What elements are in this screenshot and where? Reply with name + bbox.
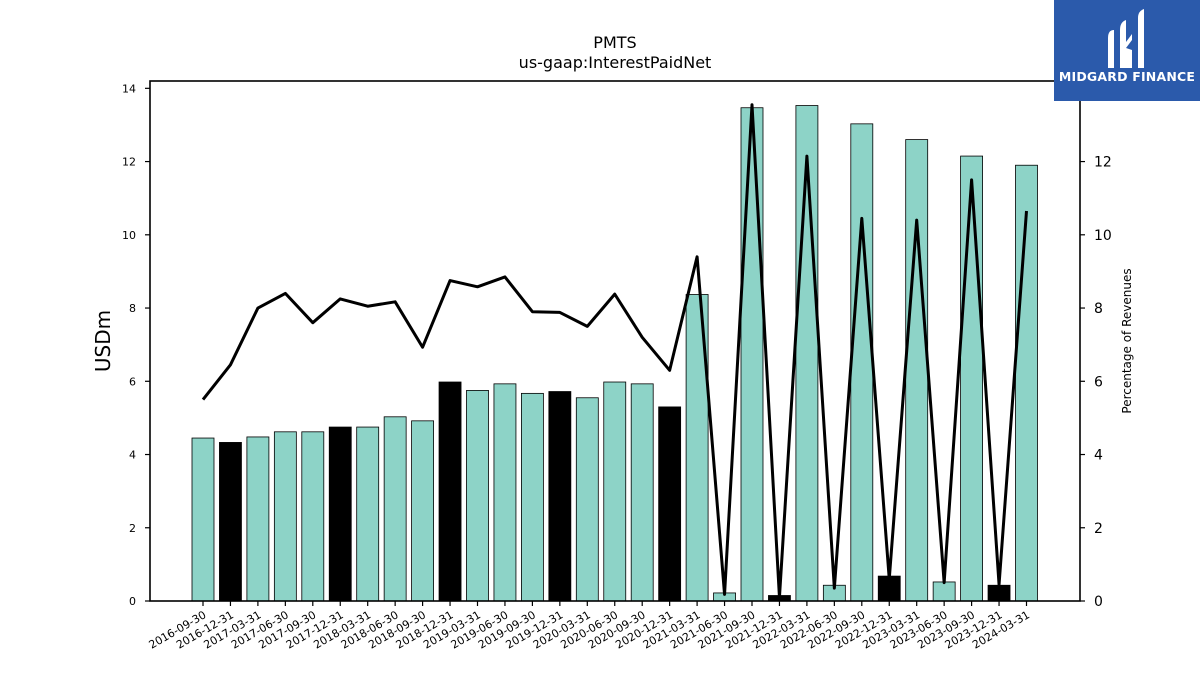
chart-subtitle: us-gaap:InterestPaidNet bbox=[519, 53, 712, 72]
y-tick-label: 8 bbox=[129, 302, 136, 315]
bar bbox=[987, 584, 1011, 602]
logo-text: MIDGARD FINANCE bbox=[1058, 69, 1196, 84]
logo: MIDGARD FINANCE bbox=[1054, 0, 1200, 101]
y2-tick-label: 10 bbox=[1094, 228, 1112, 244]
line-group bbox=[201, 103, 1028, 599]
bar bbox=[575, 397, 599, 602]
bar bbox=[328, 426, 352, 602]
bar bbox=[273, 431, 297, 602]
bar bbox=[219, 442, 242, 602]
bar bbox=[301, 431, 325, 602]
y-axis-label: USDm bbox=[91, 310, 115, 372]
bar bbox=[603, 381, 627, 602]
bar bbox=[383, 416, 407, 602]
y-tick-label: 4 bbox=[129, 449, 136, 462]
bar bbox=[493, 383, 517, 602]
chart-title: PMTS bbox=[593, 33, 636, 52]
y-tick-label: 12 bbox=[122, 156, 136, 169]
y-tick-label: 6 bbox=[129, 375, 136, 388]
y-tick-label: 14 bbox=[122, 82, 136, 95]
y2-tick-label: 0 bbox=[1094, 594, 1103, 610]
y-tick-label: 2 bbox=[129, 522, 136, 535]
bars-group bbox=[191, 105, 1038, 602]
bar bbox=[658, 406, 682, 602]
bar bbox=[356, 426, 380, 602]
bar bbox=[905, 139, 929, 602]
bar bbox=[548, 391, 572, 602]
y2-tick-label: 4 bbox=[1094, 448, 1103, 464]
y2-axis-label: Percentage of Revenues bbox=[1120, 268, 1134, 413]
y-tick-label: 0 bbox=[129, 595, 136, 608]
bar bbox=[191, 437, 215, 602]
y2-tick-label: 2 bbox=[1094, 521, 1103, 537]
bar bbox=[411, 420, 435, 602]
bar bbox=[850, 123, 874, 602]
bar bbox=[438, 381, 462, 602]
bar bbox=[932, 581, 956, 602]
bar bbox=[630, 383, 654, 602]
bar bbox=[246, 436, 270, 602]
bar bbox=[740, 107, 764, 602]
bar bbox=[466, 390, 489, 602]
bar bbox=[960, 155, 983, 602]
y2-tick-label: 6 bbox=[1094, 374, 1103, 390]
logo-mark-icon bbox=[1108, 9, 1144, 68]
bar bbox=[521, 392, 544, 602]
y2-tick-label: 12 bbox=[1094, 155, 1112, 171]
y-tick-label: 10 bbox=[122, 229, 136, 242]
series-line bbox=[201, 103, 1028, 599]
y2-tick-label: 8 bbox=[1094, 301, 1103, 317]
